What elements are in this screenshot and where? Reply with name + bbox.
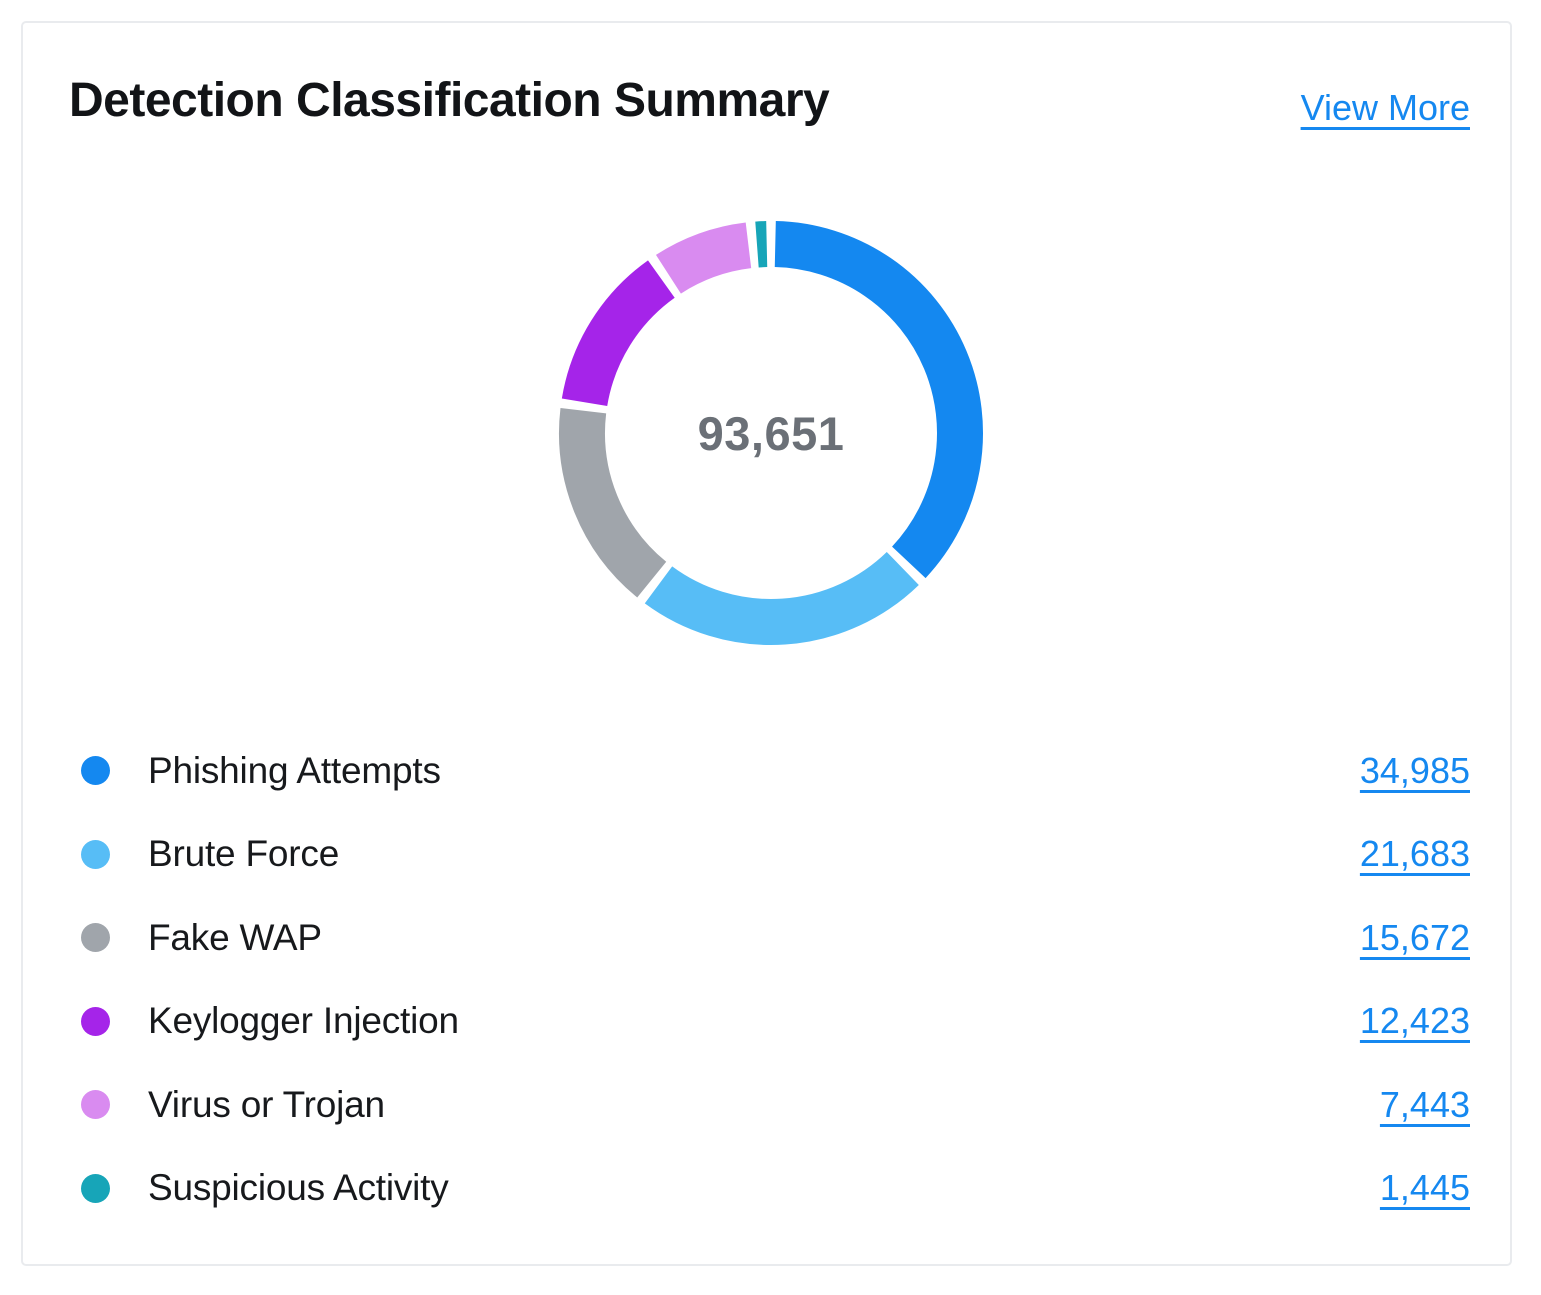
donut-chart-svg [559, 221, 983, 645]
legend-item: Suspicious Activity 1,445 [81, 1147, 1470, 1231]
legend-item: Virus or Trojan 7,443 [81, 1063, 1470, 1147]
donut-chart: 93,651 [539, 201, 1003, 665]
legend-item-value-link[interactable]: 34,985 [1359, 749, 1470, 791]
legend-item-value-link[interactable]: 1,445 [1379, 1167, 1470, 1209]
donut-segment-fake-wap[interactable] [559, 407, 667, 598]
donut-segment-virus-or-trojan[interactable] [655, 222, 752, 294]
card-title: Detection Classification Summary [69, 74, 830, 127]
legend-item: Brute Force 21,683 [81, 813, 1470, 897]
legend-color-dot [81, 839, 110, 869]
donut-segment-brute-force[interactable] [644, 551, 919, 645]
donut-segment-phishing-attempts[interactable] [774, 221, 983, 579]
legend-item-value-link[interactable]: 21,683 [1359, 833, 1470, 875]
legend-color-dot [81, 1090, 110, 1120]
legend: Phishing Attempts 34,985 Brute Force 21,… [81, 729, 1470, 1230]
legend-item-value-link[interactable]: 7,443 [1379, 1083, 1470, 1125]
legend-item-label: Virus or Trojan [148, 1083, 385, 1125]
legend-color-dot [81, 923, 110, 953]
legend-item-value-link[interactable]: 12,423 [1359, 1000, 1470, 1042]
legend-item: Phishing Attempts 34,985 [81, 729, 1470, 813]
legend-item-label: Suspicious Activity [148, 1167, 449, 1209]
legend-item-value-link[interactable]: 15,672 [1359, 916, 1470, 958]
legend-item-label: Fake WAP [148, 916, 322, 958]
detection-classification-card: Detection Classification Summary View Mo… [21, 21, 1512, 1266]
legend-color-dot [81, 1173, 110, 1203]
legend-item: Keylogger Injection 12,423 [81, 980, 1470, 1064]
legend-item-label: Phishing Attempts [148, 749, 441, 791]
legend-item-label: Brute Force [148, 833, 340, 875]
legend-color-dot [81, 1006, 110, 1036]
legend-item: Fake WAP 15,672 [81, 896, 1470, 980]
legend-item-label: Keylogger Injection [148, 1000, 459, 1042]
legend-color-dot [81, 756, 110, 786]
view-more-link[interactable]: View More [1300, 87, 1470, 128]
donut-segment-keylogger-injection[interactable] [561, 260, 676, 407]
